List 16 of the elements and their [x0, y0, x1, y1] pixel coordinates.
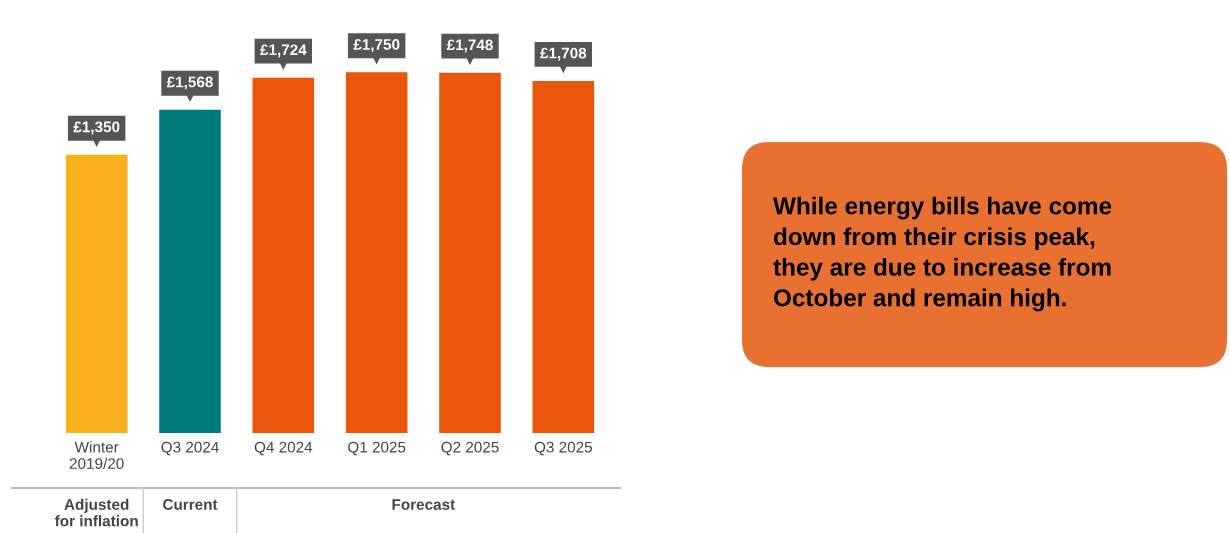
- x-tick-label: Q4 2024: [254, 441, 313, 456]
- text: While energy bills have come down from their crisis peak, they are due to increase from October and remain high.: [773, 196, 1112, 312]
- x-tick-label: Q1 2025: [348, 441, 406, 456]
- text: Adjusted for inflation: [54, 498, 138, 527]
- data-label: £1,568: [166, 76, 213, 90]
- x-tick-label: Q3 2025: [534, 441, 592, 456]
- x-tick-label: Q3 2024: [161, 441, 219, 456]
- x-tick-label: Winter 2019/20: [69, 441, 124, 470]
- data-label: £1,724: [260, 44, 307, 58]
- x-tick-label: Q2 2025: [441, 441, 499, 456]
- text: Forecast: [392, 499, 455, 510]
- text: Current: [163, 499, 218, 510]
- data-label: £1,748: [446, 39, 493, 53]
- data-label: £1,750: [353, 39, 400, 53]
- data-label: £1,708: [540, 47, 587, 61]
- data-label: £1,350: [73, 121, 120, 135]
